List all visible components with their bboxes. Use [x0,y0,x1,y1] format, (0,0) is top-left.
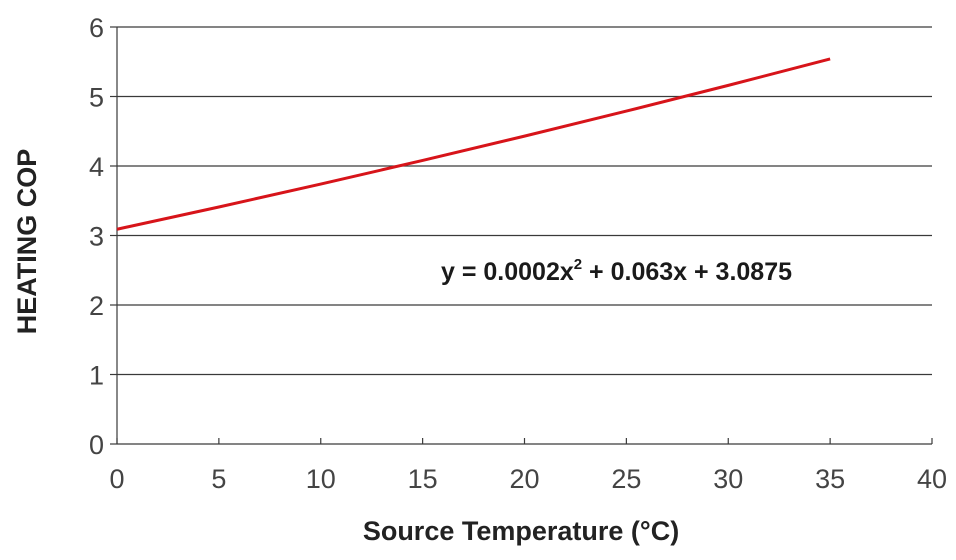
tick-labels: 0 1 2 3 4 5 6 0 5 10 15 20 25 30 35 40 [89,13,947,494]
series-line [116,57,831,231]
axes [110,26,933,445]
y-tick-label: 6 [89,13,104,43]
x-tick-label: 15 [408,464,438,494]
y-tick-label: 4 [89,152,104,182]
x-tick-label: 10 [306,464,336,494]
x-axis-title: Source Temperature (°C) [363,516,679,546]
x-tick-label: 40 [917,464,947,494]
y-tick-label: 1 [89,361,104,391]
grid-lines [117,26,932,376]
equation-superscript: 2 [574,256,582,273]
y-tick-label: 3 [89,222,104,252]
x-tick-label: 0 [109,464,124,494]
y-tick-label: 0 [89,430,104,460]
trendline-equation: y = 0.0002x2 + 0.063x + 3.0875 [441,256,792,286]
equation-main: y = 0.0002x [441,258,574,286]
x-tick-label: 20 [509,464,539,494]
x-tick-label: 25 [611,464,641,494]
x-tick-label: 5 [211,464,226,494]
series [116,57,831,231]
y-tick-label: 5 [89,83,104,113]
y-axis-title: HEATING COP [12,149,42,335]
x-tick-label: 35 [815,464,845,494]
y-tick-label: 2 [89,291,104,321]
equation-rest: + 0.063x + 3.0875 [582,258,792,286]
x-tick-label: 30 [713,464,743,494]
